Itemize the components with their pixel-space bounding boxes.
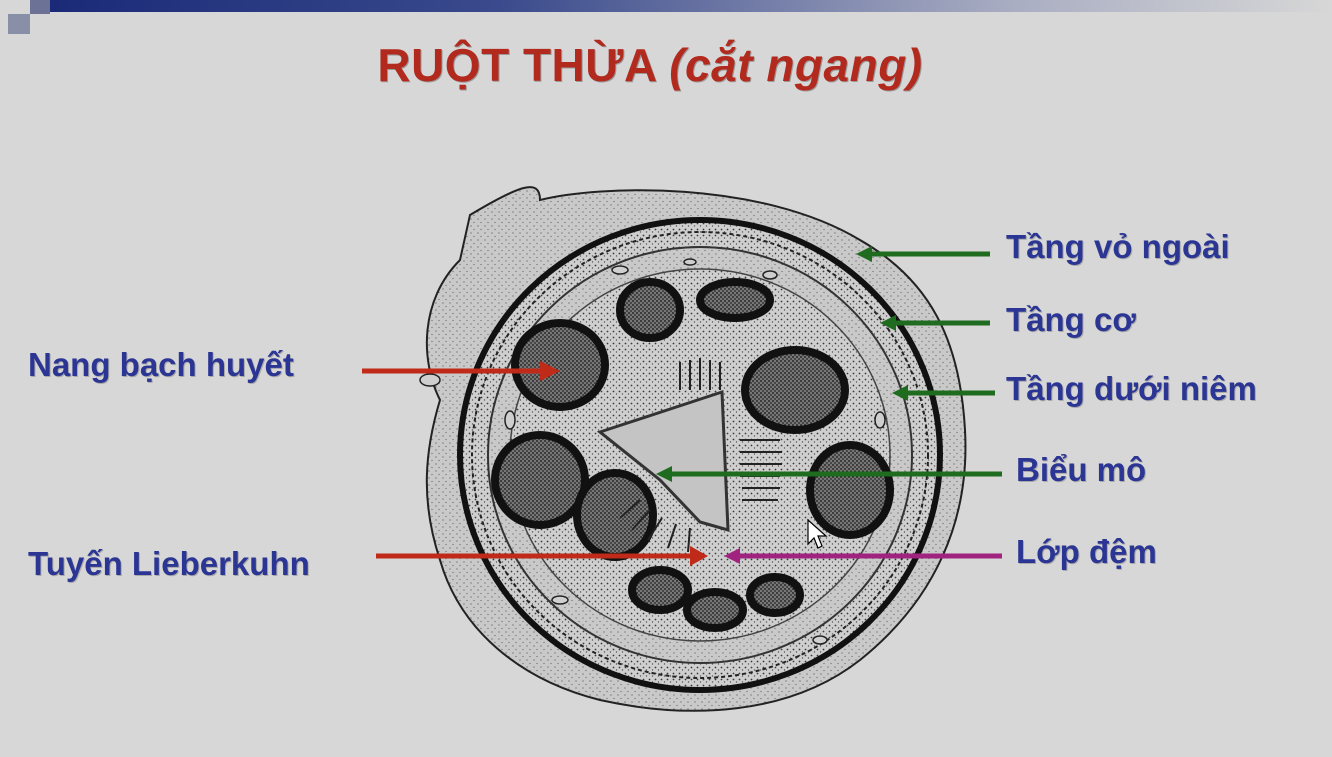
slide-title: RUỘT THỪA (cắt ngang) xyxy=(0,38,1300,92)
label-lop-dem: Lớp đệm xyxy=(1016,533,1157,570)
label-tuyen-lieberkuhn: Tuyến Lieberkuhn xyxy=(28,545,310,582)
cursor-icon xyxy=(807,518,828,549)
corner-decoration xyxy=(30,0,50,14)
lymphoid-nodules xyxy=(491,278,894,632)
lumen xyxy=(596,389,730,533)
title-main: RUỘT THỪA xyxy=(377,39,656,91)
header-gradient-bar xyxy=(50,0,1332,12)
vessels xyxy=(419,258,886,645)
label-tang-co: Tầng cơ xyxy=(1006,301,1136,338)
label-tang-duoi-niem: Tầng dưới niêm xyxy=(1006,370,1257,407)
title-sub: (cắt ngang) xyxy=(669,39,923,91)
label-nang-bach-huyet: Nang bạch huyết xyxy=(28,346,294,383)
label-tang-vo-ngoai: Tầng vỏ ngoài xyxy=(1006,228,1230,265)
arrows xyxy=(362,246,1002,566)
label-bieu-mo: Biểu mô xyxy=(1016,451,1147,488)
corner-decoration-square xyxy=(8,14,30,34)
